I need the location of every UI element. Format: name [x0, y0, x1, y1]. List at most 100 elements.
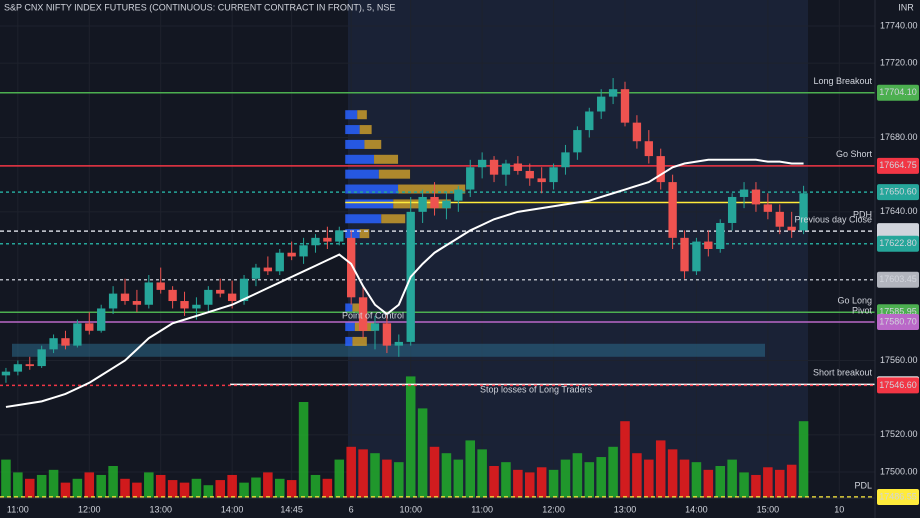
- profile-down: [381, 214, 406, 224]
- volume-bar: [239, 482, 249, 498]
- volume-bar: [513, 469, 523, 498]
- volume-bar: [167, 480, 178, 498]
- level-name: Go Short: [836, 149, 873, 159]
- profile-down: [352, 303, 365, 313]
- volume-bar: [596, 457, 606, 498]
- volume-bar: [405, 376, 416, 498]
- profile-up: [345, 139, 365, 149]
- candle-body: [49, 338, 58, 350]
- candle-body: [585, 111, 594, 131]
- candle-body: [787, 226, 796, 231]
- profile-up: [345, 110, 358, 120]
- candle-body: [739, 189, 749, 197]
- candle-body: [347, 237, 356, 298]
- x-tick-label: 6: [349, 504, 354, 514]
- volume-bar: [751, 474, 761, 498]
- volume-bar: [251, 477, 261, 498]
- x-tick-label: 13:00: [614, 504, 637, 514]
- volume-bar: [120, 478, 130, 498]
- volume-bar: [36, 474, 47, 498]
- volume-bar: [465, 440, 475, 498]
- price-tag: [877, 488, 919, 505]
- volume-bar: [108, 466, 118, 498]
- y-tick-label: 17560.00: [880, 355, 918, 365]
- currency: INR: [898, 2, 914, 12]
- candle-body: [144, 282, 153, 305]
- price-tag: [877, 377, 919, 394]
- candle-body: [692, 241, 701, 272]
- candle-body: [799, 193, 808, 231]
- plot: [0, 78, 875, 498]
- price-tag-label: 17622.80: [879, 238, 917, 248]
- y-tick-label: 17500.00: [880, 466, 918, 476]
- volume-bar: [715, 466, 725, 498]
- session-shade: [348, 0, 808, 498]
- volume-bar: [310, 474, 321, 498]
- volume-bar: [1, 459, 11, 498]
- volume-bar: [560, 459, 571, 498]
- level-name: Pivot: [852, 305, 873, 315]
- candle-body: [763, 204, 773, 212]
- candle-body: [549, 167, 558, 183]
- volume-bar: [703, 469, 714, 498]
- candle-body: [489, 159, 499, 175]
- candle-body: [13, 364, 23, 372]
- volume-bar: [477, 449, 487, 498]
- candle-body: [644, 141, 653, 157]
- x-tick-label: 14:45: [280, 504, 303, 514]
- candle-body: [573, 130, 582, 153]
- volume-bar: [667, 449, 678, 498]
- volume-bar: [584, 462, 595, 498]
- candle-body: [454, 189, 463, 201]
- volume-bar: [191, 478, 202, 498]
- volume-bar: [358, 449, 368, 498]
- candle-body: [37, 349, 46, 367]
- candle-body: [299, 245, 308, 257]
- profile-down: [374, 154, 399, 164]
- grid: [0, 0, 875, 498]
- volume-bar: [572, 453, 583, 498]
- candle-body: [501, 163, 511, 175]
- candle-body: [1, 371, 11, 376]
- price-tag-label: 17580.70: [879, 316, 917, 326]
- volume-bar: [548, 469, 559, 498]
- volume-bar: [763, 467, 773, 498]
- volume-bar: [72, 478, 83, 498]
- candle-body: [775, 211, 784, 227]
- level-name: Long Breakout: [813, 76, 872, 86]
- profile-down: [378, 169, 411, 179]
- volume-bar: [679, 459, 690, 498]
- candle-body: [418, 196, 427, 212]
- volume-bar: [739, 472, 749, 498]
- candle-body: [204, 289, 213, 305]
- volume-bar: [179, 482, 190, 498]
- candle-body: [430, 196, 439, 209]
- candle-body: [227, 293, 237, 302]
- volume-bar: [275, 478, 285, 498]
- candle-body: [716, 222, 725, 249]
- x-tick-label: 11:00: [7, 504, 29, 514]
- volume-bar: [429, 446, 440, 498]
- volume-bar: [501, 462, 511, 498]
- volume-bar: [203, 485, 214, 498]
- candle-body: [466, 167, 475, 190]
- candle-body: [442, 200, 451, 209]
- x-tick-label: 12:00: [78, 504, 101, 514]
- level-name: Short breakout: [813, 368, 873, 378]
- candle-body: [132, 301, 142, 305]
- x-tick-label: 11:00: [471, 504, 493, 514]
- y-tick-label: 17740.00: [880, 20, 918, 30]
- candle-body: [323, 237, 332, 242]
- volume-bar: [727, 459, 737, 498]
- price-tag: [877, 271, 919, 288]
- candle-body: [727, 196, 737, 223]
- y-tick-label: 17680.00: [880, 132, 918, 142]
- profile-down: [357, 110, 367, 120]
- candle-body: [394, 341, 403, 346]
- volume-bar: [96, 474, 106, 498]
- candle-body: [382, 323, 392, 346]
- candle-body: [216, 289, 225, 294]
- volume-bar: [382, 459, 392, 498]
- range-zone: [12, 343, 765, 357]
